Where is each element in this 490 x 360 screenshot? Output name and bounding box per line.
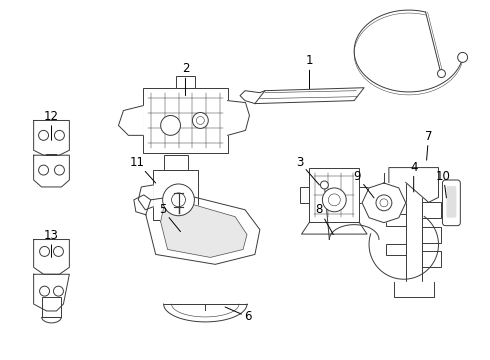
Circle shape — [53, 286, 63, 296]
Circle shape — [40, 286, 49, 296]
Bar — [143, 88, 228, 153]
Polygon shape — [134, 195, 151, 215]
Circle shape — [458, 53, 467, 62]
Circle shape — [193, 113, 208, 129]
Bar — [421, 202, 441, 218]
Text: 7: 7 — [425, 130, 432, 160]
Polygon shape — [34, 121, 70, 155]
Circle shape — [320, 181, 328, 189]
Circle shape — [39, 130, 49, 140]
Bar — [299, 187, 310, 203]
Polygon shape — [34, 239, 70, 274]
Circle shape — [53, 247, 63, 256]
Circle shape — [54, 130, 64, 140]
Bar — [421, 227, 441, 243]
Polygon shape — [161, 204, 247, 257]
Text: 9: 9 — [353, 170, 374, 198]
Bar — [42, 297, 61, 317]
Text: 8: 8 — [316, 203, 333, 235]
Text: 3: 3 — [296, 156, 319, 185]
Bar — [175, 76, 196, 88]
Circle shape — [376, 195, 392, 211]
Polygon shape — [394, 282, 434, 297]
FancyBboxPatch shape — [442, 180, 460, 226]
Polygon shape — [389, 168, 439, 202]
Text: 12: 12 — [44, 110, 59, 140]
Circle shape — [328, 194, 340, 206]
Bar — [406, 177, 421, 292]
Bar — [153, 170, 198, 220]
Polygon shape — [34, 274, 70, 311]
Bar — [386, 243, 406, 255]
Text: 1: 1 — [306, 54, 313, 89]
Polygon shape — [119, 105, 143, 135]
Text: 13: 13 — [44, 229, 59, 257]
Circle shape — [163, 184, 195, 216]
Polygon shape — [255, 88, 364, 104]
Circle shape — [172, 193, 185, 207]
Bar — [421, 251, 441, 267]
Circle shape — [438, 69, 445, 77]
Polygon shape — [34, 155, 70, 187]
Circle shape — [39, 165, 49, 175]
Bar — [359, 187, 369, 203]
Text: 4: 4 — [410, 161, 417, 192]
Bar — [310, 168, 359, 222]
Polygon shape — [146, 195, 260, 264]
Polygon shape — [362, 183, 406, 223]
Text: 5: 5 — [159, 203, 180, 231]
Circle shape — [54, 165, 64, 175]
Bar — [164, 155, 189, 170]
Text: 10: 10 — [436, 170, 451, 198]
Text: 6: 6 — [225, 307, 252, 323]
Circle shape — [380, 199, 388, 207]
Text: 2: 2 — [182, 62, 189, 96]
Circle shape — [322, 188, 346, 212]
Bar — [386, 214, 406, 226]
Polygon shape — [228, 100, 249, 135]
Circle shape — [196, 117, 204, 125]
Circle shape — [161, 116, 180, 135]
Circle shape — [40, 247, 49, 256]
Text: 11: 11 — [129, 156, 156, 183]
Polygon shape — [138, 185, 153, 210]
FancyBboxPatch shape — [446, 186, 456, 218]
